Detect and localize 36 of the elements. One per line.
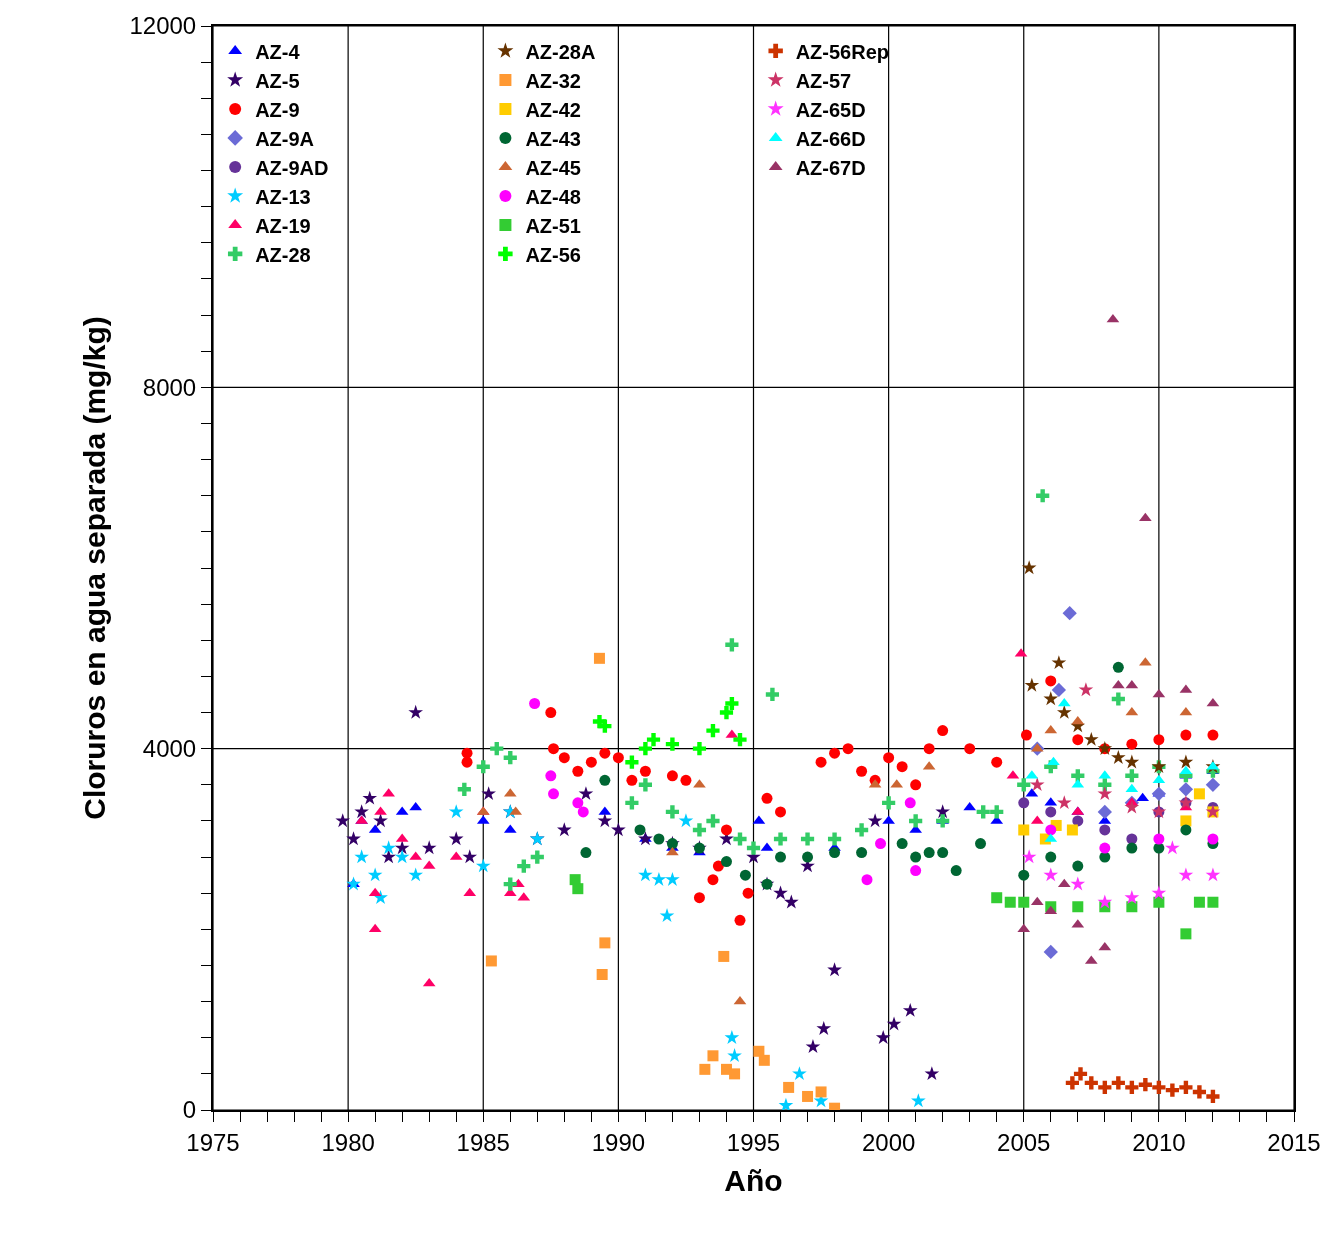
x-axis-title: Año <box>724 1163 783 1197</box>
legend-label: AZ-56Rep <box>795 40 890 63</box>
y-tick-label: 4000 <box>142 735 197 763</box>
x-tick-label: 1975 <box>186 1128 240 1156</box>
legend-label: AZ-19 <box>255 214 311 237</box>
x-tick-label: 2010 <box>1132 1128 1186 1156</box>
legend-label: AZ-42 <box>525 98 581 121</box>
legend-label: AZ-9 <box>255 98 300 121</box>
legend-label: AZ-57 <box>795 69 852 92</box>
legend-label: AZ-9A <box>255 127 315 150</box>
x-tick-label: 2005 <box>997 1128 1051 1156</box>
legend-label: AZ-32 <box>525 69 581 92</box>
legend-label: AZ-67D <box>795 156 866 179</box>
x-tick-label: 2000 <box>861 1128 916 1156</box>
y-tick-label: 0 <box>182 1096 197 1124</box>
y-axis-title: Cloruros en agua separada (mg/kg) <box>77 316 111 820</box>
legend-label: AZ-45 <box>525 156 581 179</box>
x-tick-label: 2015 <box>1267 1128 1321 1156</box>
legend-label: AZ-4 <box>255 40 301 63</box>
legend-label: AZ-66D <box>795 127 866 150</box>
x-tick-label: 1985 <box>456 1128 510 1156</box>
legend-label: AZ-65D <box>795 98 866 121</box>
x-tick-label: 1995 <box>726 1128 781 1156</box>
x-tick-label: 1990 <box>591 1128 646 1156</box>
y-tick-label: 12000 <box>129 12 197 40</box>
legend-label: AZ-56 <box>525 243 581 266</box>
legend-label: AZ-9AD <box>255 156 329 179</box>
y-tick-label: 8000 <box>142 373 197 401</box>
legend-label: AZ-28A <box>525 40 596 63</box>
legend-label: AZ-51 <box>525 214 581 237</box>
legend-label: AZ-5 <box>255 69 300 92</box>
legend-label: AZ-13 <box>255 185 311 208</box>
legend-label: AZ-43 <box>525 127 581 150</box>
legend-label: AZ-28 <box>255 243 311 266</box>
x-tick-label: 1980 <box>321 1128 375 1156</box>
legend-label: AZ-48 <box>525 185 581 208</box>
